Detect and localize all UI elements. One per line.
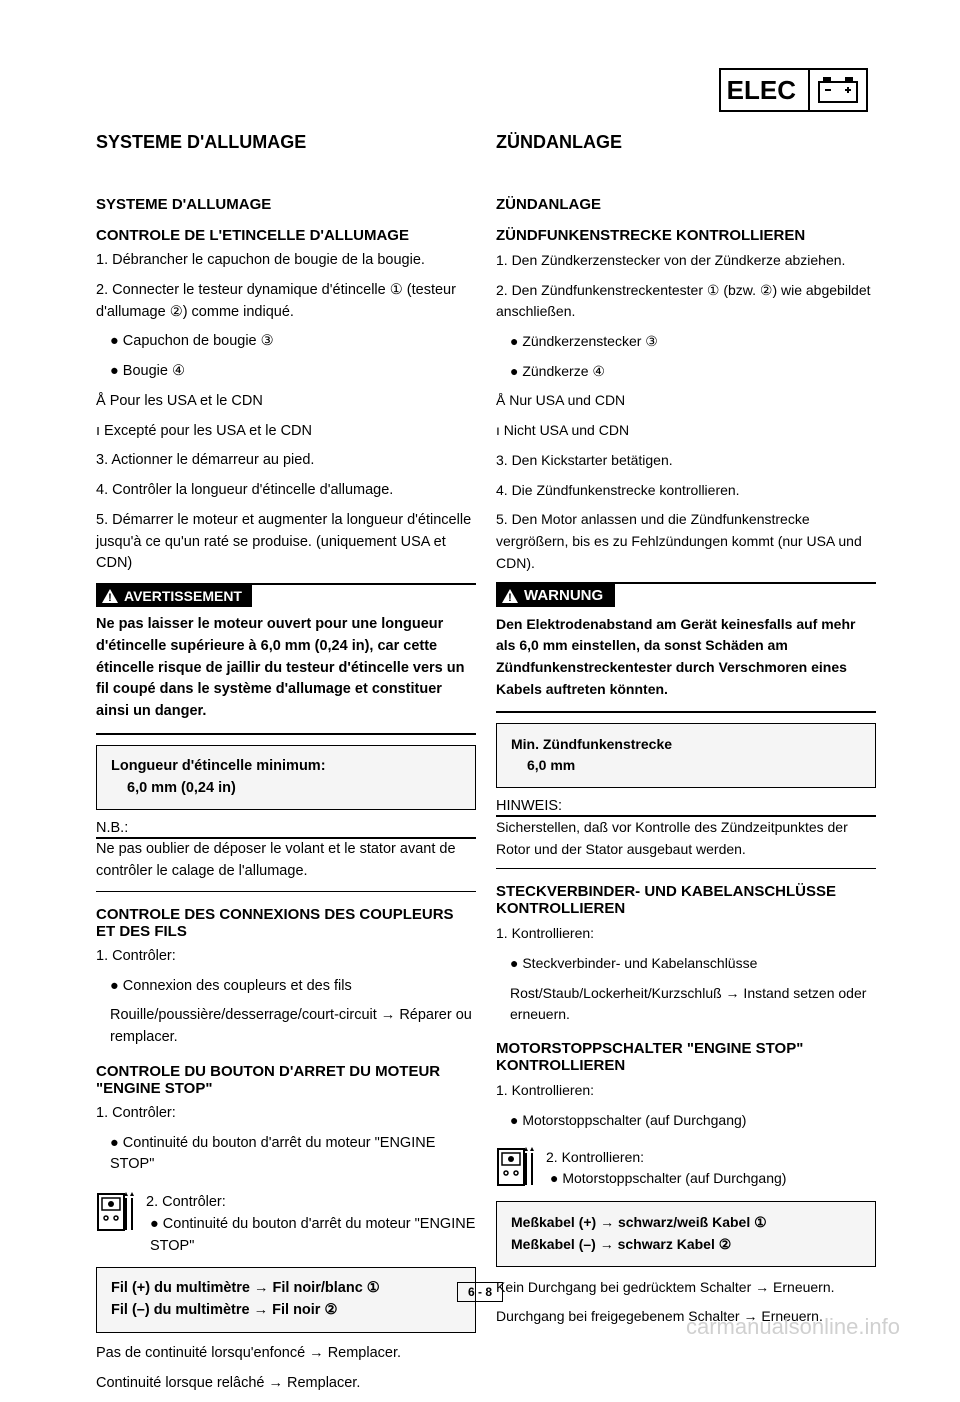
for-usa-de: Å Nur USA und CDN: [496, 390, 876, 412]
table-h1-de: Meßkabel (+) → schwarz/weiß Kabel ①: [511, 1212, 861, 1234]
bullet1-fr: ● Capuchon de bougie ③: [96, 331, 476, 353]
for-usa-fr: Å Pour les USA et le CDN: [96, 391, 476, 413]
watermark: carmanualsonline.info: [686, 1314, 900, 1340]
stop-step1-fr: 1. Contrôler:: [96, 1103, 476, 1125]
svg-text:!: !: [108, 592, 112, 603]
nogood-fr: Pas de continuité lorsqu'enfoncé → Rempl…: [96, 1343, 476, 1365]
coupler-result-fr: Rouille/poussière/desserrage/court-circu…: [96, 1005, 476, 1049]
bullet1-de: ● Zündkerzenstecker ③: [496, 331, 876, 353]
spark-value-de: 6,0 mm: [511, 755, 861, 777]
tester-row-fr: 2. Contrôler: ● Continuité du bouton d'a…: [96, 1192, 476, 1257]
elec-header-box: ELEC: [719, 68, 868, 112]
warning-label-de: WARNUNG: [524, 587, 603, 604]
step3-fr: 3. Actionner le démarreur au pied.: [96, 450, 476, 472]
step2-fr: 2. Connecter le testeur dynamique d'étin…: [96, 280, 476, 324]
continuity-fr: Continuité lorsque relâché → Remplacer.: [96, 1373, 476, 1395]
page-number: 6 - 8: [457, 1282, 503, 1302]
right-column: ZÜNDANLAGE ZÜNDFUNKENSTRECKE KONTROLLIER…: [496, 196, 876, 1336]
note-text-fr: Ne pas oublier de déposer le volant et l…: [96, 839, 476, 883]
tester-step-de: 2. Kontrollieren:: [546, 1147, 786, 1168]
spec-box-de: Min. Zündfunkenstrecke 6,0 mm: [496, 723, 876, 788]
multimeter-icon: [496, 1147, 536, 1191]
warning-box-de: ! WARNUNG Den Elektrodenabstand am Gerät…: [496, 582, 876, 712]
section-title-de: ZÜNDANLAGE: [496, 196, 876, 213]
step4-de: 4. Die Zündfunkenstrecke kontrollieren.: [496, 480, 876, 502]
warning-text-fr: Ne pas laisser le moteur ouvert pour une…: [96, 608, 476, 733]
spark-label-fr: Longueur d'étincelle minimum:: [111, 756, 461, 778]
except-usa-fr: ı Excepté pour les USA et le CDN: [96, 421, 476, 443]
tester-bullet-de: ● Motorstoppschalter (auf Durchgang): [546, 1168, 786, 1189]
warning-header-de: ! WARNUNG: [496, 584, 615, 607]
inspection-title-de: ZÜNDFUNKENSTRECKE KONTROLLIEREN: [496, 227, 876, 244]
warning-triangle-icon: !: [102, 589, 118, 603]
tester-bullet-fr: ● Continuité du bouton d'arrêt du moteur…: [146, 1214, 476, 1258]
warning-triangle-icon: !: [502, 589, 518, 603]
spark-value-fr: 6,0 mm (0,24 in): [111, 778, 461, 800]
coupler-bullet-fr: ● Connexion des coupleurs et des fils: [96, 976, 476, 998]
note-divider-fr: [96, 891, 476, 892]
step4-fr: 4. Contrôler la longueur d'étincelle d'a…: [96, 480, 476, 502]
multimeter-icon: [96, 1192, 136, 1236]
step1-fr: 1. Débrancher le capuchon de bougie de l…: [96, 250, 476, 272]
except-usa-de: ı Nicht USA und CDN: [496, 420, 876, 442]
note-text-de: Sicherstellen, daß vor Kontrolle des Zün…: [496, 817, 876, 860]
step5-fr: 5. Démarrer le moteur et augmenter la lo…: [96, 510, 476, 575]
warning-text-de: Den Elektrodenabstand am Gerät keinesfal…: [496, 608, 876, 711]
stop-title-fr: CONTROLE DU BOUTON D'ARRET DU MOTEUR "EN…: [96, 1063, 476, 1097]
warning-label-fr: AVERTISSEMENT: [124, 588, 242, 604]
stop-bullet-de: ● Motorstoppschalter (auf Durchgang): [496, 1110, 876, 1132]
step3-de: 3. Den Kickstarter betätigen.: [496, 450, 876, 472]
spec-box-fr: Longueur d'étincelle minimum: 6,0 mm (0,…: [96, 745, 476, 811]
table-h2-de: Meßkabel (–) → schwarz Kabel ②: [511, 1234, 861, 1256]
table-box-fr: Fil (+) du multimètre → Fil noir/blanc ①…: [96, 1267, 476, 1333]
page-heading-right: ZÜNDANLAGE: [496, 132, 866, 153]
stop-title-de: MOTORSTOPPSCHALTER "ENGINE STOP" KONTROL…: [496, 1040, 876, 1074]
step2-de: 2. Den Zündfunkenstreckentester ① (bzw. …: [496, 280, 876, 323]
coupler-title-de: STECKVERBINDER- UND KABELANSCHLÜSSE KONT…: [496, 883, 876, 917]
stop-bullet-fr: ● Continuité du bouton d'arrêt du moteur…: [96, 1133, 476, 1177]
bullet2-fr: ● Bougie ④: [96, 361, 476, 383]
stop-step1-de: 1. Kontrollieren:: [496, 1080, 876, 1102]
inspection-title-fr: CONTROLE DE L'ETINCELLE D'ALLUMAGE: [96, 227, 476, 244]
battery-icon: [808, 70, 866, 110]
coupler-step1-fr: 1. Contrôler:: [96, 946, 476, 968]
table-h2-fr: Fil (–) du multimètre → Fil noir ②: [111, 1300, 461, 1322]
table-h1-fr: Fil (+) du multimètre → Fil noir/blanc ①: [111, 1278, 461, 1300]
bullet2-de: ● Zündkerze ④: [496, 361, 876, 383]
coupler-title-fr: CONTROLE DES CONNEXIONS DES COUPLEURS ET…: [96, 906, 476, 940]
spark-label-de: Min. Zündfunkenstrecke: [511, 734, 861, 756]
table-box-de: Meßkabel (+) → schwarz/weiß Kabel ① Meßk…: [496, 1201, 876, 1266]
step5-de: 5. Den Motor anlassen und die Zündfunken…: [496, 509, 876, 574]
warning-header-fr: ! AVERTISSEMENT: [96, 585, 252, 607]
coupler-step1-de: 1. Kontrollieren:: [496, 923, 876, 945]
tester-step-fr: 2. Contrôler:: [146, 1192, 476, 1214]
left-column: SYSTEME D'ALLUMAGE CONTROLE DE L'ETINCEL…: [96, 196, 476, 1402]
page-heading-left: SYSTEME D'ALLUMAGE: [96, 132, 466, 153]
coupler-result-de: Rost/Staub/Lockerheit/Kurzschluß → Insta…: [496, 983, 876, 1026]
step1-de: 1. Den Zündkerzenstecker von der Zündker…: [496, 250, 876, 272]
svg-text:!: !: [508, 592, 512, 603]
note-label-fr: N.B.:: [96, 820, 476, 839]
note-divider-de: [496, 868, 876, 869]
section-title-fr: SYSTEME D'ALLUMAGE: [96, 196, 476, 213]
nogood-de: Kein Durchgang bei gedrücktem Schalter →…: [496, 1277, 876, 1299]
elec-label: ELEC: [721, 71, 802, 110]
note-label-de: HINWEIS:: [496, 798, 876, 817]
coupler-bullet-de: ● Steckverbinder- und Kabelanschlüsse: [496, 953, 876, 975]
warning-box-fr: ! AVERTISSEMENT Ne pas laisser le moteur…: [96, 583, 476, 735]
tester-row-de: 2. Kontrollieren: ● Motorstoppschalter (…: [496, 1147, 876, 1191]
